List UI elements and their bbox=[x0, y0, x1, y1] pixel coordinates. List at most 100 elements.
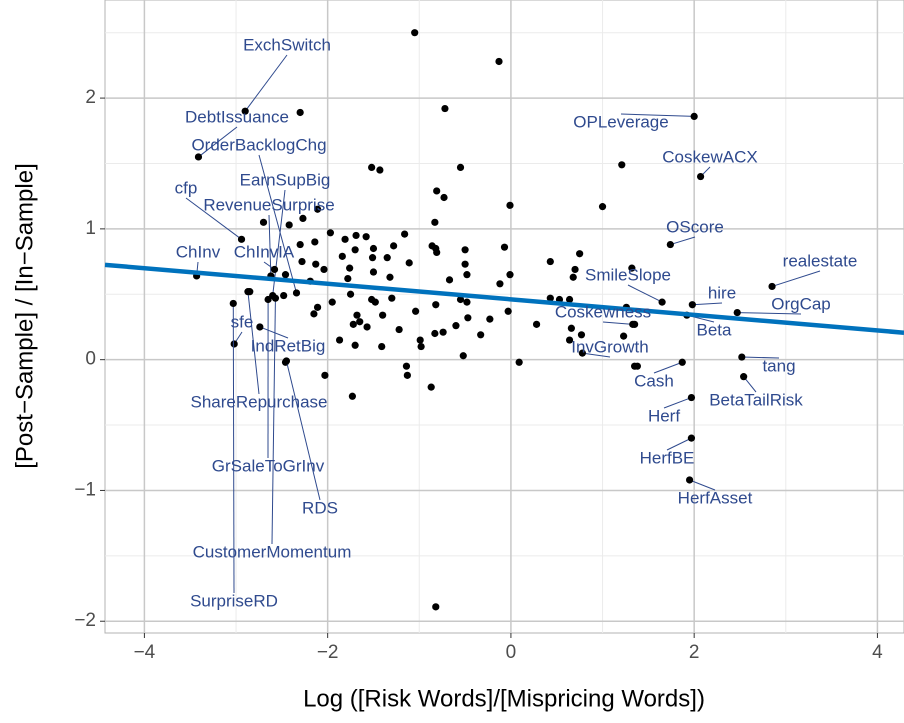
point bbox=[328, 298, 336, 306]
point bbox=[440, 193, 448, 202]
leader-line bbox=[689, 479, 716, 491]
x-tick-label: −2 bbox=[317, 642, 339, 663]
point bbox=[335, 336, 344, 344]
point bbox=[310, 310, 318, 318]
labeled-point bbox=[629, 320, 637, 328]
labeled-point bbox=[696, 172, 705, 181]
point-label: sfe bbox=[231, 312, 254, 331]
point bbox=[565, 336, 574, 344]
leader-line bbox=[602, 321, 633, 325]
y-axis-title: [Post−Sample] / [In−Sample] bbox=[11, 163, 38, 469]
point bbox=[416, 336, 424, 344]
point bbox=[618, 161, 626, 169]
point bbox=[431, 329, 439, 338]
point bbox=[571, 265, 579, 274]
point bbox=[506, 271, 514, 279]
point bbox=[349, 320, 357, 328]
leader-line bbox=[737, 312, 802, 315]
point bbox=[577, 331, 586, 339]
point bbox=[338, 252, 346, 260]
point bbox=[431, 218, 439, 226]
point bbox=[631, 362, 639, 370]
marks: ExchSwitch DebtIssuance OrderBacklogChg Ear… bbox=[104, 29, 904, 611]
y-tick-label: 0 bbox=[85, 349, 96, 370]
y-tick-label: −1 bbox=[74, 479, 96, 500]
labeled-point bbox=[678, 358, 686, 366]
point-label: cfp bbox=[175, 178, 198, 197]
point bbox=[486, 315, 494, 323]
point bbox=[459, 352, 467, 360]
point bbox=[515, 358, 523, 366]
point bbox=[401, 230, 409, 238]
point bbox=[504, 307, 512, 315]
point-label: InvGrowth bbox=[571, 337, 648, 356]
labeled-point bbox=[241, 107, 249, 115]
leader-line bbox=[653, 361, 683, 374]
point-label: OScore bbox=[666, 217, 724, 236]
leader-line bbox=[620, 113, 695, 117]
labeled-point bbox=[685, 476, 694, 484]
leader-line bbox=[771, 270, 821, 287]
point bbox=[311, 238, 319, 246]
point-label: RDS bbox=[302, 498, 338, 517]
point-label: Beta bbox=[697, 320, 733, 339]
point bbox=[362, 233, 370, 241]
y-tick-label: 1 bbox=[85, 218, 96, 239]
point-label: realestate bbox=[783, 251, 858, 270]
labeled-point bbox=[237, 235, 246, 243]
point bbox=[433, 248, 441, 257]
point-label: ChInvIA bbox=[234, 242, 295, 261]
leader-line bbox=[244, 54, 288, 112]
point bbox=[259, 218, 268, 226]
point bbox=[463, 271, 471, 279]
point-label: EarnSupBig bbox=[240, 170, 331, 189]
point-label: ShareRepurchase bbox=[190, 392, 327, 411]
point bbox=[299, 214, 307, 223]
point-label: IndRetBig bbox=[251, 336, 326, 355]
point bbox=[464, 314, 472, 322]
labeled-point bbox=[194, 153, 203, 161]
point bbox=[403, 371, 411, 379]
point bbox=[351, 341, 359, 349]
labeled-point bbox=[264, 295, 272, 304]
point-label: ChInv bbox=[176, 242, 221, 261]
point bbox=[433, 187, 441, 195]
point bbox=[628, 264, 636, 272]
point bbox=[351, 246, 359, 254]
labeled-point bbox=[666, 240, 674, 249]
point-label: GrSaleToGrInv bbox=[212, 456, 325, 475]
point bbox=[369, 244, 378, 253]
point-label: Herf bbox=[648, 406, 680, 425]
point bbox=[371, 298, 379, 306]
point bbox=[363, 323, 371, 331]
point bbox=[312, 260, 320, 268]
point bbox=[463, 298, 471, 306]
point bbox=[452, 322, 460, 330]
point bbox=[445, 276, 454, 284]
point bbox=[390, 242, 398, 250]
point bbox=[417, 342, 425, 351]
labeled-point bbox=[256, 323, 264, 331]
x-axis-title: Log ([Risk Words]/[Mispricing Words]) bbox=[303, 685, 705, 712]
point bbox=[411, 29, 419, 37]
point bbox=[456, 295, 465, 304]
labeled-point bbox=[688, 301, 696, 309]
point bbox=[346, 264, 354, 272]
point bbox=[386, 273, 394, 281]
leader-line bbox=[692, 302, 723, 306]
point bbox=[320, 265, 328, 274]
point bbox=[432, 603, 440, 611]
labeled-point bbox=[687, 434, 696, 442]
leader-line bbox=[666, 437, 692, 451]
leader-line bbox=[268, 214, 272, 276]
point bbox=[598, 203, 607, 211]
point bbox=[356, 318, 364, 326]
point bbox=[344, 274, 352, 283]
point bbox=[326, 229, 335, 237]
leader-line bbox=[185, 197, 242, 240]
labeled-point bbox=[733, 308, 741, 317]
point-label: HerfAsset bbox=[678, 488, 753, 507]
leader-line bbox=[247, 291, 260, 395]
point bbox=[565, 295, 574, 304]
point bbox=[456, 163, 465, 172]
